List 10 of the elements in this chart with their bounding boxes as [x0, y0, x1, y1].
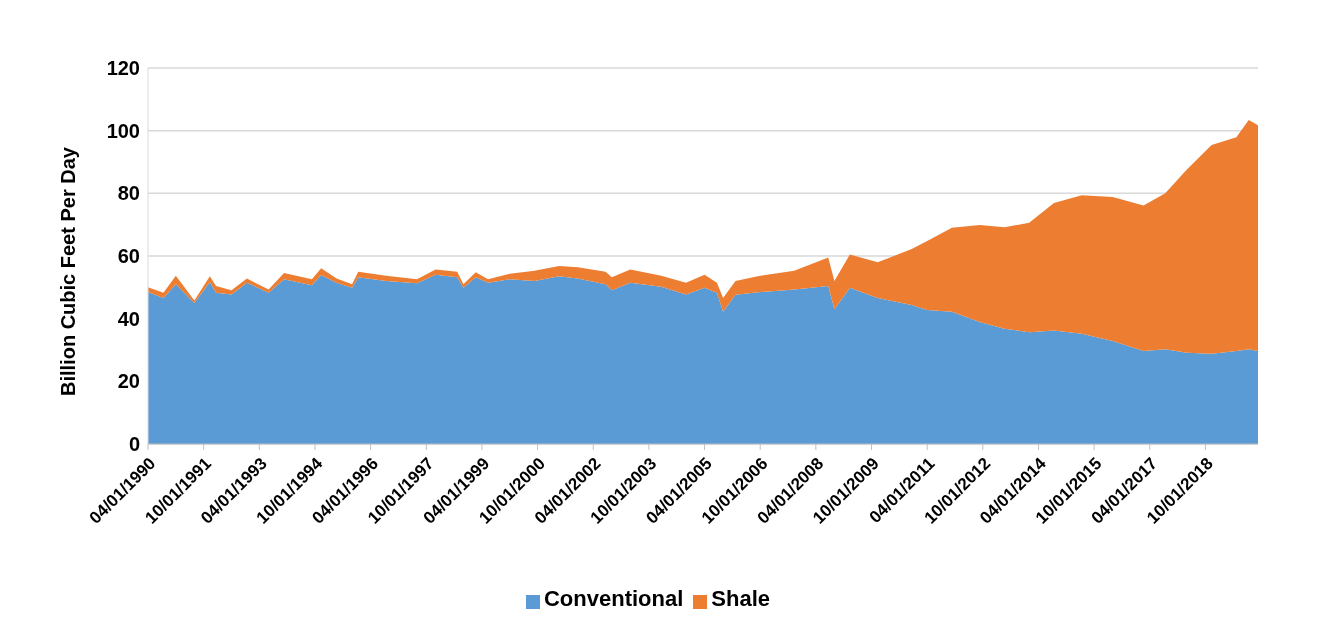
y-tick-label: 120 [106, 57, 140, 80]
y-tick-label: 80 [117, 182, 140, 205]
y-tick-label: 20 [117, 370, 140, 393]
y-tick-label: 0 [128, 433, 140, 456]
legend-label: Conventional [543, 586, 684, 611]
legend-label: Shale [711, 586, 771, 611]
y-tick-label: 40 [117, 307, 140, 330]
y-axis-title: Billion Cubic Feet Per Day [57, 146, 80, 396]
y-tick-label: 100 [106, 119, 140, 142]
y-tick-label: 60 [117, 245, 140, 268]
